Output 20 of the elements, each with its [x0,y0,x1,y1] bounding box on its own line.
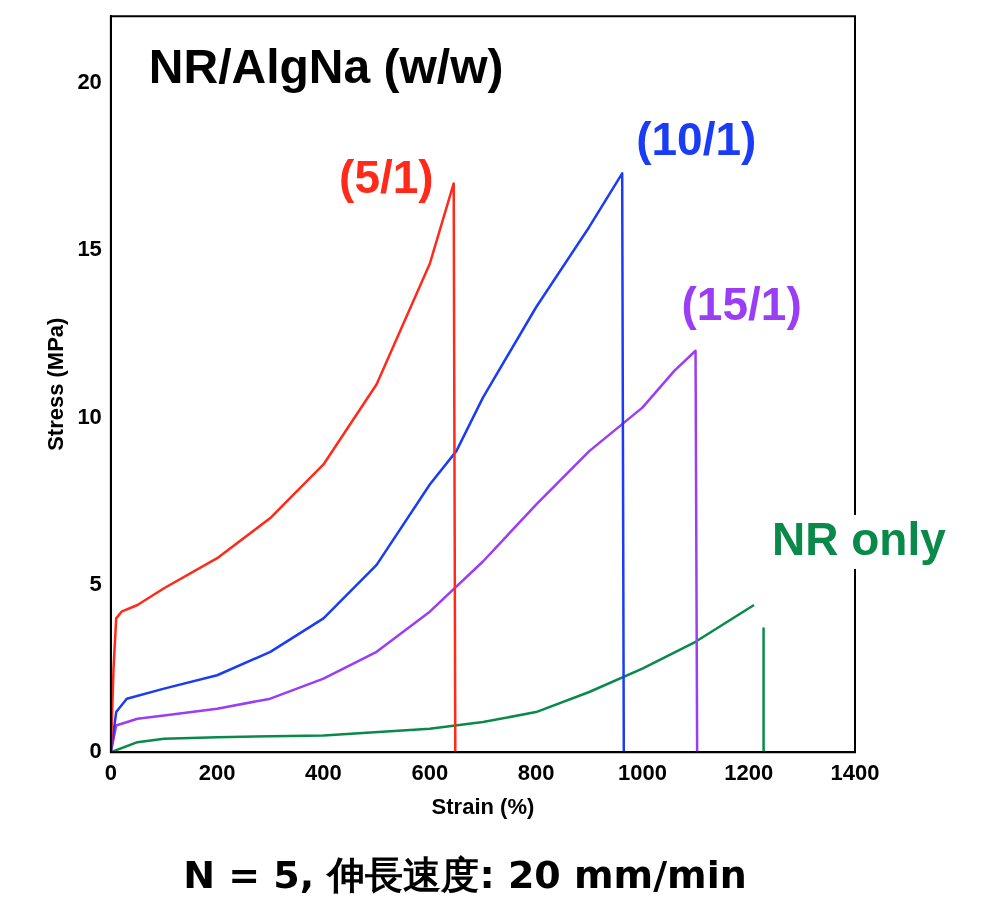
x-tick-label: 400 [305,760,342,786]
series-label: (15/1) [681,278,802,331]
y-axis-title: Stress (MPa) [43,317,69,451]
y-tick-label: 10 [77,403,102,429]
x-tick-label: 1200 [724,760,774,786]
x-tick-label: 1400 [830,760,880,786]
series-label: NR only [772,512,947,565]
series-label: (5/1) [339,151,434,204]
text: NR/AlgNa (w/w) [148,40,504,94]
x-tick-label: 800 [517,760,555,786]
y-tick-label: 20 [77,69,102,95]
x-tick-label: 200 [198,760,236,786]
x-tick-label: 1000 [617,760,667,786]
x-axis-title: Strain (%) [431,793,535,819]
y-tick-label: 0 [89,738,102,764]
y-tick-label: 5 [89,570,102,596]
x-tick-label: 600 [411,760,449,786]
series-label: (10/1) [636,113,757,166]
text: N = 5, 伸長速度: 20 mm/min [182,852,748,899]
y-tick-label: 15 [77,236,102,262]
